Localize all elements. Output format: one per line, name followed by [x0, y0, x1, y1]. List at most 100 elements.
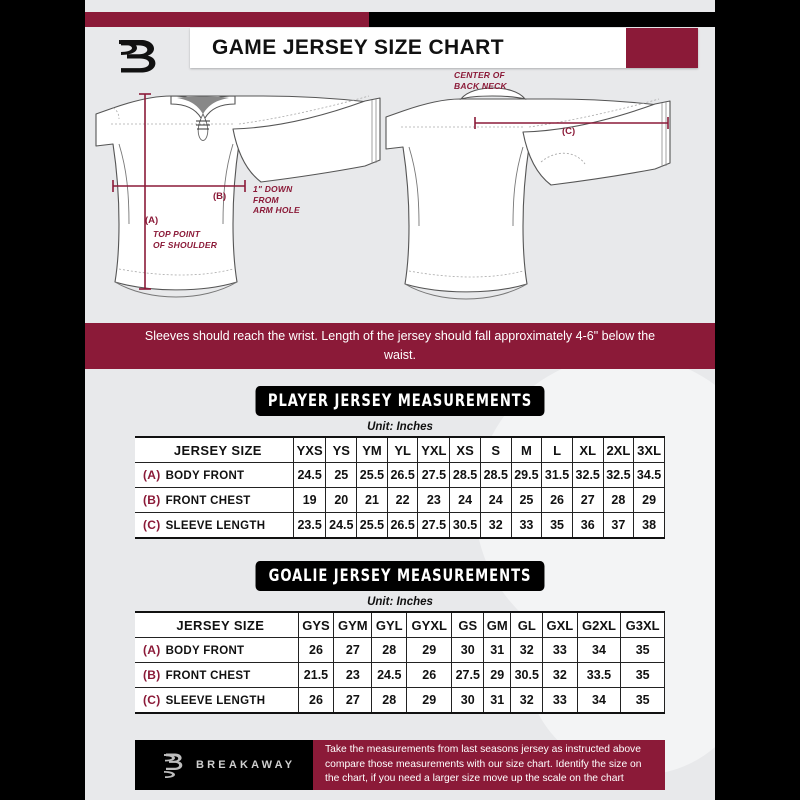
footer-brand-name: BREAKAWAY: [196, 759, 296, 771]
measurement-cell: 27.5: [451, 662, 485, 688]
measurement-cell: 24.5: [325, 512, 358, 539]
measurement-cell: 30: [451, 637, 485, 663]
measurement-cell: 32: [510, 687, 544, 714]
label-a-tag: (A): [145, 215, 159, 226]
measurement-cell: 32: [510, 637, 544, 663]
measurement-cell: 23.5: [292, 512, 327, 539]
label-b-text: 1" DOWN FROM ARM HOLE: [253, 184, 300, 216]
measurement-cell: 24.5: [292, 462, 327, 488]
measurement-cell: 29: [633, 487, 665, 513]
player-unit-label: Unit: Inches: [367, 421, 433, 433]
title-band-accent: [626, 28, 698, 68]
measurement-cell: 25.5: [356, 462, 388, 488]
measurement-row-label: (A) BODY FRONT: [135, 637, 299, 663]
table-header-row: JERSEY SIZE GYS GYM GYL GYXL GS GM GL GXL G2XL G3X…: [135, 611, 665, 638]
measurement-cell: 26: [297, 637, 335, 663]
page-footer: BREAKAWAY Take the measurements from las…: [135, 740, 665, 790]
measurement-cell: 29: [483, 662, 512, 688]
measurement-cell: 22: [386, 487, 419, 513]
measurement-cell: 27: [333, 637, 373, 663]
measurement-cell: 26: [406, 662, 453, 688]
measurement-cell: 28: [602, 487, 635, 513]
table-row: (A) BODY FRONT 26 27 28 29 30 31 32 33 34 35: [135, 637, 665, 663]
measurement-cell: 25: [325, 462, 358, 488]
measurement-cell: 34: [576, 637, 622, 663]
size-column-header: GM: [483, 611, 512, 638]
measurement-cell: 27: [571, 487, 604, 513]
measurement-cell: 21: [356, 487, 388, 513]
size-column-header: GL: [510, 611, 544, 638]
content-canvas: GAME JERSEY SIZE CHART: [85, 0, 715, 800]
goalie-table: JERSEY SIZE GYS GYM GYL GYXL GS GM GL GXL G2XL G3X…: [135, 611, 665, 714]
title-band: GAME JERSEY SIZE CHART: [190, 28, 698, 68]
size-column-header: YXL: [417, 436, 451, 463]
measurement-tag: (A): [143, 643, 161, 657]
size-column-header: YS: [325, 436, 358, 463]
measurement-cell: 36: [571, 512, 604, 539]
player-section-title: PLAYER JERSEY MEASUREMENTS: [255, 386, 545, 416]
row-header-label: JERSEY SIZE: [135, 611, 299, 638]
size-column-header: YM: [356, 436, 388, 463]
jersey-front-illustration: [95, 93, 381, 298]
page-title: GAME JERSEY SIZE CHART: [212, 36, 504, 59]
size-column-header: XS: [449, 436, 481, 463]
label-center-back-neck: CENTER OF BACK NECK: [454, 70, 507, 91]
measurement-cell: 37: [602, 512, 635, 539]
measurement-cell: 31: [483, 687, 512, 714]
table-row: (C) SLEEVE LENGTH 23.5 24.5 25.5 26.5 27.5 30.5…: [135, 512, 665, 539]
measurement-cell: 29.5: [510, 462, 543, 488]
measurement-cell: 21.5: [297, 662, 335, 688]
measurement-tag: (B): [143, 668, 161, 682]
measurement-cell: 35: [620, 687, 665, 714]
measurement-cell: 29: [406, 687, 453, 714]
measurement-cell: 26.5: [386, 512, 419, 539]
goalie-measurements-table: JERSEY SIZE GYS GYM GYL GYXL GS GM GL GXL G2XL G3X…: [135, 611, 665, 714]
size-column-header: GYS: [297, 611, 335, 638]
table-row: (B) FRONT CHEST 19 20 21 22 23 24 24 25 26 27 28 29: [135, 487, 665, 513]
measurement-cell: 34: [576, 687, 622, 714]
measurement-cell: 32.5: [571, 462, 604, 488]
measurement-row-label: (A) BODY FRONT: [135, 462, 294, 488]
measurement-row-label: (C) SLEEVE LENGTH: [135, 687, 299, 714]
size-column-header: YXS: [292, 436, 327, 463]
label-b-tag: (B): [213, 191, 227, 202]
measurement-cell: 30.5: [449, 512, 481, 539]
measurement-cell: 30: [451, 687, 485, 714]
measurement-cell: 35: [620, 662, 665, 688]
size-column-header: 2XL: [602, 436, 635, 463]
measurement-cell: 24.5: [371, 662, 408, 688]
measurement-cell: 19: [292, 487, 327, 513]
measurement-cell: 24: [449, 487, 481, 513]
measurement-cell: 31.5: [541, 462, 573, 488]
size-column-header: L: [541, 436, 573, 463]
measurement-cell: 31: [483, 637, 512, 663]
footer-message-text: Take the measurements from last seasons …: [325, 743, 642, 785]
player-measurements-table: JERSEY SIZE YXS YS YM YL YXL XS S M L XL 2XL 3XL (A) B…: [135, 436, 665, 539]
footer-message: Take the measurements from last seasons …: [313, 740, 665, 790]
jersey-diagrams: (A) TOP POINT OF SHOULDER (B) 1" DOWN FR…: [85, 70, 715, 318]
measurement-cell: 27.5: [417, 512, 451, 539]
size-column-header: 3XL: [633, 436, 665, 463]
measurement-cell: 20: [325, 487, 358, 513]
measurement-cell: 23: [333, 662, 373, 688]
measurement-cell: 23: [417, 487, 451, 513]
goalie-unit-label: Unit: Inches: [367, 596, 433, 608]
measurement-cell: 33: [542, 687, 578, 714]
measurement-cell: 33.5: [576, 662, 622, 688]
measurement-cell: 32.5: [602, 462, 635, 488]
size-column-header: GYL: [371, 611, 408, 638]
size-column-header: GXL: [542, 611, 578, 638]
label-c-tag: (C): [562, 126, 576, 137]
footer-brand: BREAKAWAY: [135, 740, 313, 790]
measurement-cell: 27.5: [417, 462, 451, 488]
measurement-cell: 27: [333, 687, 373, 714]
size-column-header: GS: [451, 611, 485, 638]
measurement-cell: 34.5: [633, 462, 665, 488]
size-column-header: YL: [386, 436, 419, 463]
measurement-cell: 25.5: [356, 512, 388, 539]
measurement-tag: (B): [143, 493, 161, 507]
top-accent-black: [368, 12, 715, 27]
breakaway-b-logo-icon: [164, 753, 183, 778]
measurement-cell: 26: [541, 487, 573, 513]
